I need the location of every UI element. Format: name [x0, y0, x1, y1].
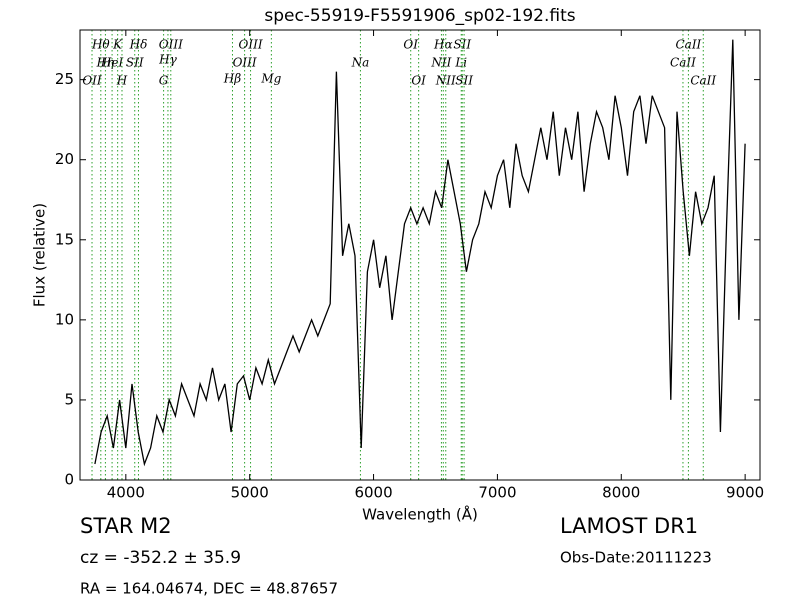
spectral-line-label: CaII [675, 38, 701, 52]
spectral-line-label: Hβ [223, 72, 241, 86]
spectral-line-label: Hθ [91, 38, 110, 52]
spectral-line-label: Na [351, 56, 370, 70]
y-tick-label: 20 [55, 150, 74, 168]
x-tick-label: 8000 [602, 484, 640, 502]
spectral-line-label: SII [453, 38, 471, 52]
x-tick-label: 5000 [231, 484, 269, 502]
spectral-line-label: OIII [233, 56, 257, 70]
spectral-line-label: OIII [239, 38, 263, 52]
y-tick-label: 10 [55, 310, 74, 328]
x-tick-label: 9000 [726, 484, 764, 502]
y-tick-label: 5 [64, 390, 74, 408]
spectrum-line [94, 39, 746, 467]
y-tick-label: 25 [55, 70, 74, 88]
redshift: cz = -352.2 ± 35.9 [80, 548, 241, 568]
spectral-line-label: Hη [96, 56, 115, 70]
y-axis-label: Flux (relative) [31, 203, 49, 307]
spectral-line-label: OII [82, 74, 102, 88]
object-class: STAR M2 [80, 514, 172, 538]
y-tick-label: 15 [55, 230, 74, 248]
spectral-line-label: K [112, 38, 123, 52]
x-tick-label: 6000 [354, 484, 392, 502]
spectral-line-label: Hα [433, 38, 453, 52]
spectral-line-label: OI [403, 38, 418, 52]
x-tick-label: 7000 [478, 484, 516, 502]
spectral-line-label: OIII [159, 38, 183, 52]
spectral-line-label: CaII [670, 56, 696, 70]
spectral-line-label: H [116, 74, 128, 88]
spectral-line-label: G [159, 74, 169, 88]
spectral-line-label: NII [435, 74, 456, 88]
spectral-line-label: Li [454, 56, 467, 70]
chart-title: spec-55919-F5591906_sp02-192.fits [264, 6, 575, 26]
plot-frame [79, 29, 761, 481]
spectral-line-label: NII [430, 56, 451, 70]
spectral-line-label: SII [126, 56, 144, 70]
x-tick-label: 4000 [107, 484, 145, 502]
spectral-line-label: OI [411, 74, 426, 88]
spectral-line-label: Hγ [158, 53, 177, 67]
obs-date: Obs-Date:20111223 [560, 549, 712, 567]
x-axis-label: Wavelength (Å) [362, 505, 478, 524]
y-tick-label: 0 [64, 471, 74, 489]
coordinates: RA = 164.04674, DEC = 48.87657 [80, 580, 338, 598]
survey: LAMOST DR1 [560, 514, 698, 538]
spectral-line-label: CaII [690, 74, 716, 88]
spectral-line-label: Mg [260, 72, 281, 86]
spectral-line-label: Hδ [129, 38, 148, 52]
spectral-line-label: SII [455, 74, 473, 88]
spectral-line-label: HeI [100, 56, 124, 70]
